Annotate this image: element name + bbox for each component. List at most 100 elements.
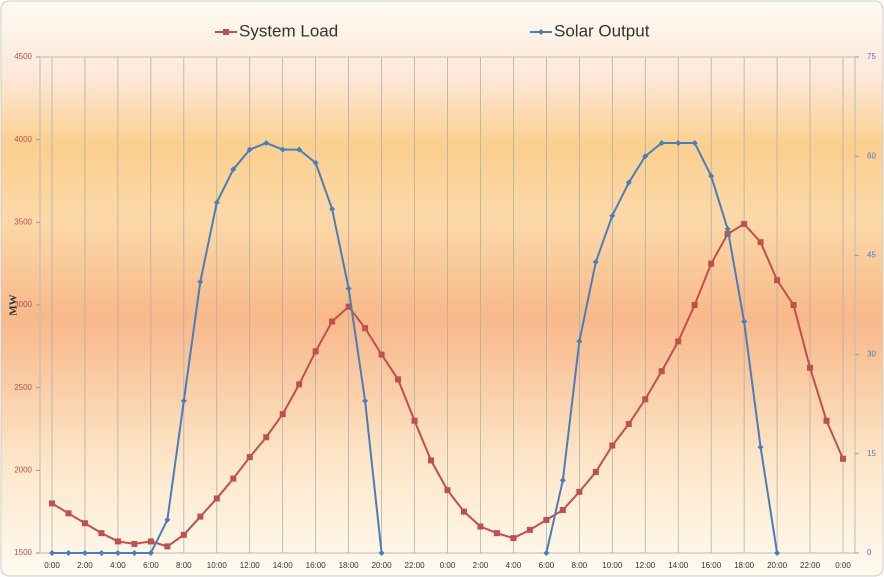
- x-tick-label: 22:00: [800, 561, 821, 570]
- solar-marker: [164, 516, 171, 523]
- load-marker: [708, 260, 715, 267]
- solar-marker: [246, 146, 253, 153]
- load-marker: [329, 318, 336, 325]
- load-marker: [378, 351, 385, 358]
- x-tick-label: 2:00: [473, 561, 489, 570]
- solar-marker: [708, 173, 715, 180]
- solar-marker: [675, 139, 682, 146]
- x-tick-label: 8:00: [176, 561, 192, 570]
- solar-marker: [724, 225, 731, 232]
- x-tick-label: 10:00: [602, 561, 623, 570]
- load-marker: [823, 417, 830, 424]
- load-marker: [362, 325, 369, 332]
- y2-tick-label: 45: [867, 251, 876, 260]
- solar-marker: [230, 166, 237, 173]
- load-marker: [477, 523, 484, 530]
- y2-tick-label: 0: [867, 548, 872, 557]
- y-tick-label: 4000: [14, 135, 32, 144]
- x-tick-label: 22:00: [405, 561, 426, 570]
- solar-marker: [345, 285, 352, 292]
- solar-marker: [642, 153, 649, 160]
- load-marker: [592, 468, 599, 475]
- load-marker: [428, 457, 435, 464]
- x-tick-label: 0:00: [440, 561, 456, 570]
- x-tick-label: 4:00: [506, 561, 522, 570]
- y-tick-label: 2000: [14, 465, 32, 474]
- x-tick-label: 2:00: [77, 561, 93, 570]
- load-marker: [840, 455, 846, 462]
- load-marker: [790, 302, 797, 308]
- solar-marker: [98, 550, 105, 556]
- x-tick-label: 0:00: [44, 561, 60, 570]
- solar-marker: [625, 179, 632, 186]
- y-tick-label: 3500: [14, 217, 32, 226]
- load-marker: [609, 442, 616, 449]
- y2-tick-label: 60: [867, 151, 876, 160]
- legend-label: Solar Output: [554, 21, 650, 40]
- solar-marker: [263, 139, 270, 146]
- x-tick-label: 4:00: [110, 561, 126, 570]
- load-marker: [279, 411, 286, 418]
- solar-marker: [609, 212, 616, 219]
- load-marker: [164, 543, 171, 550]
- load-marker: [658, 368, 665, 375]
- solar-marker: [213, 199, 220, 206]
- solar-marker: [114, 550, 121, 556]
- x-tick-label: 16:00: [306, 561, 327, 570]
- load-marker: [197, 513, 204, 520]
- solar-marker: [329, 206, 336, 213]
- x-tick-label: 12:00: [635, 561, 656, 570]
- solar-marker: [279, 146, 286, 153]
- y2-tick-label: 30: [867, 350, 876, 359]
- x-tick-label: 18:00: [339, 561, 360, 570]
- load-marker: [81, 520, 88, 527]
- y2-tick-label: 15: [867, 449, 876, 458]
- solar-marker: [378, 550, 385, 556]
- x-tick-label: 14:00: [273, 561, 294, 570]
- load-marker: [543, 516, 550, 523]
- solar-marker: [774, 550, 781, 556]
- solar-marker: [312, 159, 319, 166]
- load-marker: [460, 508, 467, 515]
- solar-marker: [757, 444, 764, 451]
- x-tick-label: 14:00: [668, 561, 689, 570]
- solar-marker: [592, 259, 599, 266]
- load-marker: [114, 538, 121, 545]
- y-tick-label: 4500: [14, 52, 32, 61]
- legend-label: System Load: [239, 21, 338, 40]
- load-marker: [576, 488, 583, 495]
- solar-marker: [559, 477, 566, 484]
- load-marker: [675, 338, 682, 345]
- x-tick-label: 12:00: [240, 561, 261, 570]
- load-marker: [741, 220, 748, 227]
- load-marker: [757, 239, 764, 246]
- load-marker: [510, 535, 517, 542]
- solar-marker: [296, 146, 303, 153]
- load-marker: [230, 475, 237, 482]
- load-marker: [49, 500, 55, 507]
- solar-marker: [147, 550, 154, 556]
- solar-marker: [131, 550, 138, 556]
- x-tick-label: 16:00: [701, 561, 722, 570]
- x-tick-label: 10:00: [207, 561, 228, 570]
- load-marker: [526, 526, 533, 533]
- y-tick-label: 3000: [14, 300, 32, 309]
- x-tick-label: 20:00: [767, 561, 788, 570]
- load-marker: [147, 538, 154, 545]
- solar-marker: [691, 139, 698, 146]
- load-marker: [223, 29, 229, 35]
- x-tick-label: 0:00: [835, 561, 851, 570]
- solar-marker: [362, 397, 369, 404]
- y-tick-label: 1500: [14, 548, 32, 557]
- load-marker: [213, 495, 220, 502]
- load-marker: [395, 376, 402, 383]
- x-tick-label: 20:00: [372, 561, 393, 570]
- load-marker: [296, 381, 303, 388]
- solar-marker: [543, 550, 550, 556]
- load-marker: [345, 303, 352, 310]
- x-tick-label: 6:00: [539, 561, 555, 570]
- solar-marker: [658, 139, 665, 146]
- load-marker: [180, 531, 187, 538]
- solar-marker: [81, 550, 88, 556]
- load-marker: [98, 530, 105, 537]
